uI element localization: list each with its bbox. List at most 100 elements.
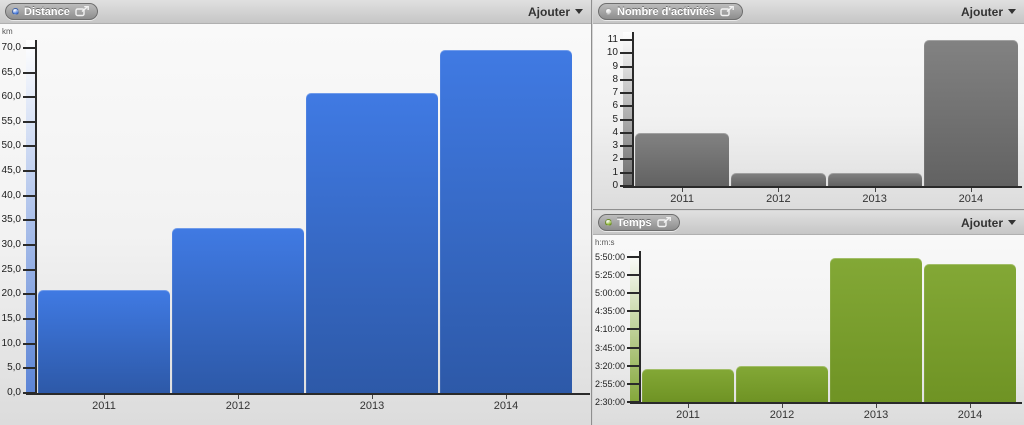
temps-title-pill[interactable]: Temps <box>598 214 680 231</box>
x-tick-mark <box>506 395 507 399</box>
x-tick-label: 2011 <box>676 409 700 421</box>
distance-panel: Distance Ajouter km 0,0 5,0 10,0 15,0 20,0 25,… <box>0 0 592 425</box>
y-tick-mark <box>23 194 35 197</box>
y-tick-mark <box>627 382 639 385</box>
y-tick-label: 4:10:00 <box>594 324 625 335</box>
open-in-window-icon[interactable] <box>75 6 89 17</box>
y-tick-label: 7 <box>612 87 618 99</box>
series-color-dot <box>605 8 612 15</box>
y-tick-label: 70,0 <box>1 41 21 53</box>
chevron-down-icon <box>1008 220 1016 225</box>
y-tick-label: 5:25:00 <box>594 269 625 280</box>
bar-2012[interactable] <box>731 172 826 186</box>
y-tick-label: 2 <box>612 153 618 165</box>
y-tick-label: 0,0 <box>7 387 21 398</box>
x-tick-mark <box>874 188 876 192</box>
y-tick-label: 3:20:00 <box>594 360 625 371</box>
x-tick-label: 2012 <box>225 400 251 412</box>
bar-2011[interactable] <box>635 132 730 186</box>
y-tick-mark <box>620 52 632 55</box>
x-tick-label: 2012 <box>766 193 791 205</box>
bar-2014[interactable] <box>924 264 1016 402</box>
ajouter-button[interactable]: Ajouter <box>961 216 1016 230</box>
y-tick-label: 8 <box>612 73 618 85</box>
x-axis-line <box>26 393 590 395</box>
activities-title-pill[interactable]: Nombre d'activités <box>598 3 743 20</box>
bar-2011[interactable] <box>38 289 170 393</box>
series-color-dot <box>605 219 612 226</box>
x-tick-label: 2012 <box>769 409 795 421</box>
bar-2013[interactable] <box>830 258 922 402</box>
activities-panel: Nombre d'activités Ajouter 0 1 2 3 4 5 6 7 8 9 10 1… <box>593 0 1024 210</box>
x-tick-label: 2014 <box>958 193 984 205</box>
ajouter-label: Ajouter <box>528 4 570 19</box>
y-tick-label: 3 <box>612 140 618 152</box>
y-axis-line <box>639 251 641 402</box>
activities-chart: 0 1 2 3 4 5 6 7 8 9 10 11 2011 2012 2013 2014 <box>593 24 1024 209</box>
bar-2014[interactable] <box>440 49 572 393</box>
y-tick-mark <box>627 346 639 349</box>
y-tick-mark <box>23 293 35 296</box>
y-tick-mark <box>620 145 632 148</box>
y-tick-mark <box>23 268 35 271</box>
y-tick-label: 55,0 <box>1 115 21 127</box>
chart-title: Distance <box>24 5 70 18</box>
temps-chart: h:m:s 2:30:00 2:55:00 3:20:00 3:45:00 4:10:00… <box>593 235 1024 425</box>
bar-2013[interactable] <box>827 172 922 186</box>
y-tick-mark <box>620 92 632 95</box>
y-axis-line <box>35 40 37 393</box>
distance-title-pill[interactable]: Distance <box>5 3 98 20</box>
y-tick-mark <box>627 328 639 331</box>
y-tick-mark <box>23 170 35 173</box>
x-axis-line <box>630 402 1022 404</box>
y-tick-label: 3:45:00 <box>594 342 625 353</box>
y-tick-label: 10,0 <box>1 337 21 349</box>
y-tick-mark <box>620 38 632 41</box>
x-tick-mark <box>876 404 877 408</box>
x-tick-mark <box>688 404 689 408</box>
x-tick-label: 2011 <box>92 400 116 412</box>
y-tick-label: 50,0 <box>1 140 21 152</box>
y-tick-label: 15,0 <box>1 313 21 325</box>
x-tick-label: 2013 <box>359 400 385 412</box>
y-tick-mark <box>23 120 35 123</box>
y-tick-label: 40,0 <box>1 189 21 201</box>
x-tick-mark <box>238 395 239 399</box>
y-tick-label: 45,0 <box>1 165 21 177</box>
open-in-window-icon[interactable] <box>656 217 671 228</box>
x-tick-mark <box>372 395 373 399</box>
y-tick-mark <box>627 273 639 276</box>
y-tick-mark <box>23 244 35 247</box>
y-tick-label: 30,0 <box>1 239 21 251</box>
yaxis-gradient-strip <box>26 40 35 393</box>
axis-unit-label: h:m:s <box>595 238 615 247</box>
bar-2011[interactable] <box>642 368 734 402</box>
open-in-window-icon[interactable] <box>720 6 734 17</box>
y-tick-mark <box>23 219 35 222</box>
y-tick-mark <box>620 118 632 121</box>
series-color-dot <box>12 8 19 15</box>
x-tick-label: 2014 <box>493 400 519 412</box>
y-tick-mark <box>620 78 632 81</box>
chevron-down-icon <box>575 9 583 14</box>
x-tick-mark <box>778 188 780 192</box>
y-tick-label: 6 <box>612 100 618 112</box>
x-tick-mark <box>970 188 972 192</box>
y-tick-label: 4:35:00 <box>594 306 625 317</box>
bar-2014[interactable] <box>923 39 1018 186</box>
y-axis-line <box>632 32 634 186</box>
y-tick-label: 5 <box>612 113 618 125</box>
y-tick-mark <box>620 171 632 174</box>
y-tick-mark <box>627 255 639 258</box>
y-tick-label: 2:30:00 <box>594 397 625 407</box>
ajouter-button[interactable]: Ajouter <box>528 5 583 19</box>
x-tick-mark <box>970 404 971 408</box>
ajouter-button[interactable]: Ajouter <box>961 5 1016 19</box>
bar-2012[interactable] <box>736 365 828 402</box>
x-tick-mark <box>104 395 105 399</box>
y-tick-label: 65,0 <box>1 66 21 78</box>
ajouter-label: Ajouter <box>961 4 1003 19</box>
bar-2012[interactable] <box>172 227 304 393</box>
bar-2013[interactable] <box>306 93 438 393</box>
